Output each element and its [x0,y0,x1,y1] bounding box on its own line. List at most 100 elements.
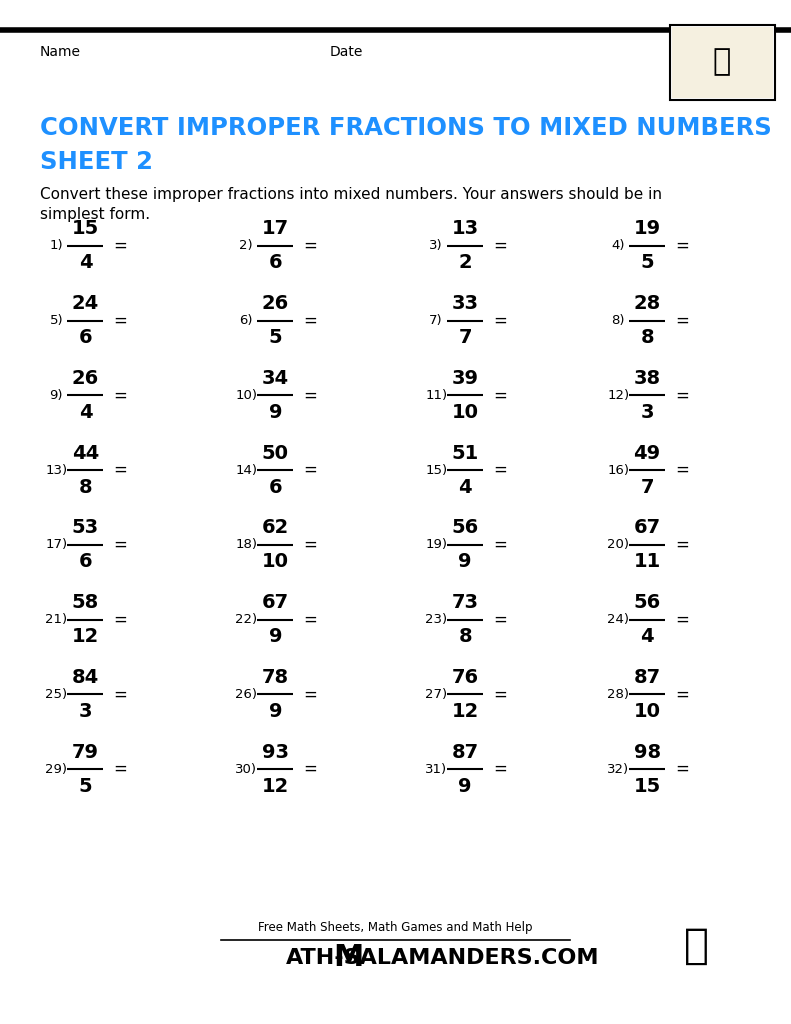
Text: 28): 28) [607,688,629,700]
Text: 5: 5 [640,253,654,272]
Text: 30): 30) [235,763,257,775]
Text: 73: 73 [452,593,479,612]
Text: 5): 5) [50,314,63,327]
Text: 26): 26) [235,688,257,700]
Text: 39: 39 [452,369,479,388]
Text: 12: 12 [452,701,479,721]
Text: 7: 7 [641,477,654,497]
Text: 4: 4 [78,402,93,422]
Text: 20): 20) [607,539,629,551]
Text: =: = [303,685,317,703]
Text: 23): 23) [425,613,447,626]
Text: 3: 3 [641,402,654,422]
Text: 25): 25) [45,688,67,700]
Text: 58: 58 [72,593,99,612]
Text: 22): 22) [235,613,257,626]
Text: 13): 13) [45,464,67,476]
Text: 33: 33 [452,294,479,313]
Text: =: = [303,760,317,778]
Text: 1): 1) [50,240,63,252]
Text: 51: 51 [452,443,479,463]
Text: 6: 6 [268,253,282,272]
Text: 17: 17 [262,219,289,239]
Text: 29): 29) [45,763,67,775]
Text: 26: 26 [72,369,99,388]
Text: =: = [303,461,317,479]
Text: 84: 84 [72,668,99,687]
Text: 18): 18) [235,539,257,551]
Text: 15: 15 [634,776,660,796]
Text: 6: 6 [78,552,93,571]
Text: 4: 4 [78,253,93,272]
Text: =: = [675,461,689,479]
Text: 10: 10 [634,701,660,721]
Text: 8: 8 [78,477,93,497]
Text: 93: 93 [262,742,289,762]
Text: 13: 13 [452,219,479,239]
Text: 10: 10 [262,552,289,571]
Text: =: = [493,237,507,255]
Text: ATH-SALAMANDERS.COM: ATH-SALAMANDERS.COM [286,948,600,968]
Text: 9): 9) [50,389,63,401]
Text: 15: 15 [72,219,99,239]
Text: =: = [303,386,317,404]
Text: =: = [675,536,689,554]
Text: 56: 56 [452,518,479,538]
Text: =: = [493,311,507,330]
Text: SHEET 2: SHEET 2 [40,150,153,174]
Text: =: = [303,237,317,255]
Text: 24): 24) [607,613,629,626]
Text: 98: 98 [634,742,660,762]
Text: 38: 38 [634,369,660,388]
Text: =: = [493,386,507,404]
Text: =: = [675,610,689,629]
Text: 50: 50 [262,443,289,463]
Text: =: = [493,610,507,629]
Text: 31): 31) [425,763,447,775]
Text: 17): 17) [45,539,67,551]
Text: =: = [675,311,689,330]
Text: CONVERT IMPROPER FRACTIONS TO MIXED NUMBERS: CONVERT IMPROPER FRACTIONS TO MIXED NUMB… [40,116,772,140]
Text: 9: 9 [459,552,472,571]
Text: 19: 19 [634,219,660,239]
Text: 24: 24 [72,294,99,313]
Text: 53: 53 [72,518,99,538]
Text: 87: 87 [452,742,479,762]
Text: =: = [113,461,127,479]
Bar [670,25,775,100]
Text: 67: 67 [262,593,289,612]
Text: =: = [493,461,507,479]
Text: 4: 4 [640,627,654,646]
Text: 9: 9 [269,402,282,422]
Text: 10: 10 [452,402,479,422]
Text: 76: 76 [452,668,479,687]
Text: 49: 49 [634,443,660,463]
Text: simplest form.: simplest form. [40,208,150,222]
Text: =: = [675,386,689,404]
Text: Date: Date [330,45,363,59]
Text: 11: 11 [634,552,660,571]
Text: =: = [113,386,127,404]
Text: =: = [493,685,507,703]
Text: 12: 12 [72,627,99,646]
Text: 6): 6) [240,314,253,327]
Text: =: = [113,685,127,703]
Text: 7: 7 [459,328,472,347]
Text: 3: 3 [79,701,93,721]
Text: 8): 8) [611,314,625,327]
Text: 26: 26 [262,294,289,313]
Bar [672,27,773,98]
Text: =: = [675,237,689,255]
Text: 7): 7) [430,314,443,327]
Text: 15): 15) [425,464,447,476]
Text: =: = [113,311,127,330]
Text: =: = [675,685,689,703]
Text: 9: 9 [269,701,282,721]
Text: =: = [303,536,317,554]
Text: Name: Name [40,45,81,59]
Text: 78: 78 [262,668,289,687]
Text: =: = [113,536,127,554]
Text: 11): 11) [425,389,447,401]
Text: =: = [113,760,127,778]
Text: 12: 12 [262,776,289,796]
